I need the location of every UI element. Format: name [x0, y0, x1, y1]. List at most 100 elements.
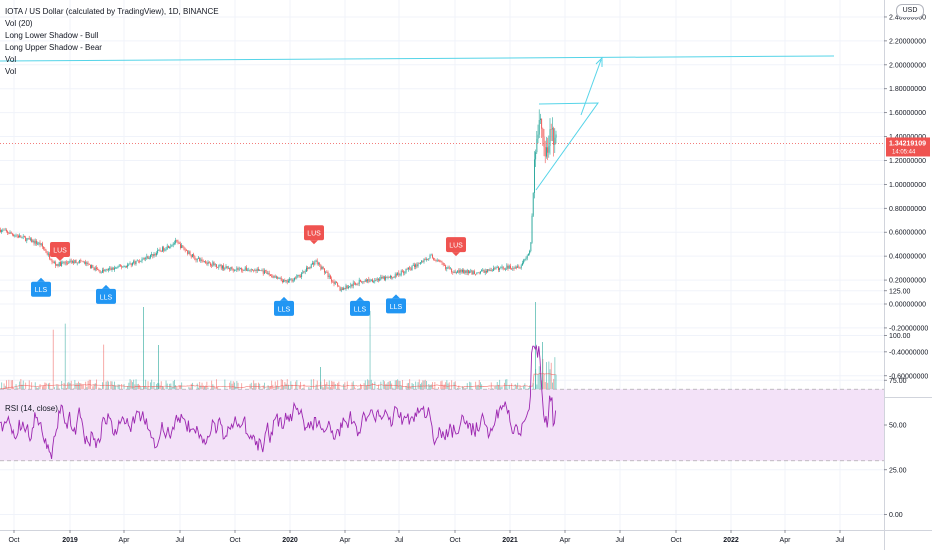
candle — [98, 268, 100, 272]
candle — [535, 149, 537, 168]
volume-bar — [540, 372, 541, 397]
candle — [100, 271, 102, 274]
candle-body — [548, 145, 550, 153]
candle-body — [426, 259, 427, 260]
candle — [91, 264, 93, 269]
candle — [38, 241, 40, 246]
candle-body — [62, 262, 64, 263]
candle — [408, 267, 409, 272]
candle — [307, 266, 309, 272]
candle — [43, 246, 45, 251]
candle-body — [271, 275, 273, 277]
candle — [55, 260, 57, 268]
lus-signal-label[interactable]: LUS — [304, 225, 324, 245]
candle-body — [213, 262, 215, 266]
candle — [508, 264, 510, 269]
candle-body — [96, 267, 97, 270]
lls-signal-label[interactable]: LLS — [31, 277, 51, 297]
lls-signal-label[interactable]: LLS — [350, 296, 370, 316]
candle-body — [2, 229, 4, 231]
candle — [120, 264, 121, 267]
lls-signal-label[interactable]: LLS — [274, 296, 294, 316]
candle-body — [175, 240, 177, 243]
horizontal-resistance-line[interactable] — [0, 55, 835, 62]
candle-body — [430, 254, 432, 256]
time-axis-label: 2019 — [62, 537, 78, 544]
last-price-tag — [886, 137, 930, 157]
currency-button[interactable]: USD — [896, 4, 924, 18]
candle — [187, 250, 189, 256]
candle-body — [403, 271, 405, 274]
rsi-axis-label: 75.00 — [889, 378, 907, 385]
candle — [102, 267, 103, 273]
candle — [439, 259, 441, 263]
candle-body — [367, 279, 369, 282]
candle-body — [123, 266, 125, 267]
candle-body — [86, 262, 88, 265]
time-axis-label: Oct — [450, 537, 461, 544]
candle-body — [379, 279, 381, 281]
candle — [276, 275, 277, 280]
candle — [496, 265, 498, 269]
candle-body — [284, 280, 286, 282]
candle-body — [444, 264, 445, 266]
candle-body — [402, 270, 403, 272]
volume-bar — [548, 361, 550, 397]
candle-body — [336, 281, 337, 284]
volume-bar — [20, 379, 22, 397]
target-arrow-line[interactable] — [580, 59, 602, 116]
candle-body — [294, 277, 295, 281]
candle-body — [412, 264, 414, 266]
candle-body — [399, 274, 401, 276]
candle-body — [194, 256, 196, 260]
candle-body — [376, 278, 378, 281]
lus-signal-label[interactable]: LUS — [50, 241, 70, 261]
time-axis-label: Oct — [671, 537, 682, 544]
candle — [194, 255, 196, 261]
candle — [388, 276, 390, 279]
candle — [512, 266, 514, 271]
candle — [300, 274, 301, 278]
candle — [148, 256, 150, 260]
candle-body — [211, 265, 213, 266]
candle — [379, 277, 381, 282]
lus-signal-label[interactable]: LUS — [446, 237, 466, 257]
time-axis-label: Oct — [9, 537, 20, 544]
volume-bar — [277, 380, 279, 397]
time-axis-label: Jul — [616, 537, 625, 544]
candle-body — [52, 261, 54, 263]
candle — [321, 265, 323, 270]
signal-box — [386, 298, 406, 314]
candle-body — [25, 237, 27, 241]
candle — [312, 260, 313, 266]
candle-body — [118, 265, 120, 267]
lls-signal-label[interactable]: LLS — [96, 284, 116, 304]
candle-body — [282, 280, 283, 283]
candle-body — [342, 288, 343, 290]
volume-bar — [286, 379, 288, 397]
price-axis-label: 0.20000000 — [889, 278, 926, 285]
candle-body — [206, 263, 208, 265]
candle-body — [529, 251, 531, 254]
triangle-pattern-drawing[interactable] — [535, 102, 599, 191]
volume-spike — [143, 307, 144, 397]
candle-body — [340, 288, 342, 291]
candle — [427, 258, 429, 261]
candle — [171, 244, 173, 247]
candle — [200, 257, 202, 263]
candle-body — [357, 283, 359, 285]
candle-body — [450, 268, 451, 270]
volume-bar — [172, 381, 174, 397]
candle-body — [198, 257, 199, 259]
candle — [438, 259, 439, 262]
target-arrow-head[interactable] — [595, 56, 603, 67]
candle-body — [117, 266, 119, 268]
candle — [339, 286, 341, 292]
lls-signal-label[interactable]: LLS — [386, 294, 406, 314]
candle-body — [489, 269, 491, 271]
candle-body — [147, 256, 149, 259]
candle-body — [500, 267, 502, 268]
signal-label-text: LUS — [53, 247, 67, 254]
